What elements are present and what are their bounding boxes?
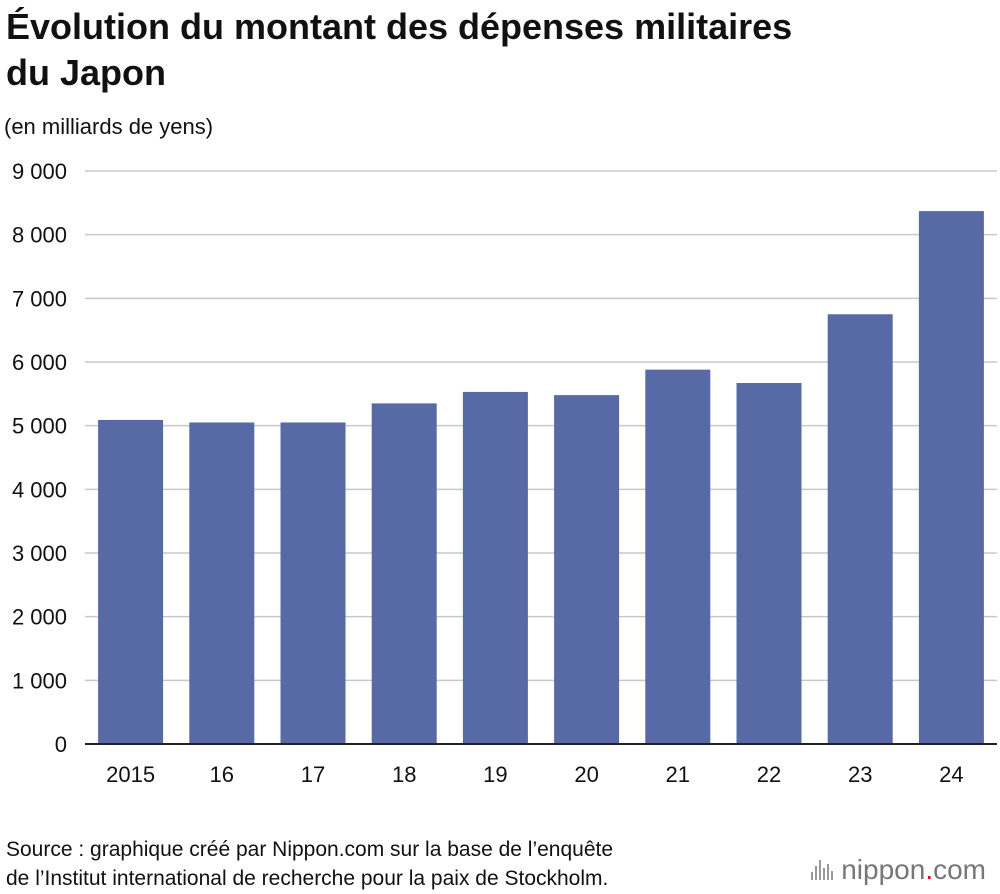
- x-tick-label: 2015: [106, 762, 155, 787]
- y-tick-label: 5 000: [12, 414, 67, 439]
- chart-title-line-1: Évolution du montant des dépenses milita…: [6, 6, 793, 47]
- bar: [645, 369, 711, 744]
- source-line-2: de l’Institut international de recherche…: [6, 867, 609, 890]
- source-line-1: Source : graphique créé par Nippon.com s…: [6, 838, 614, 861]
- x-tick-label: 18: [392, 762, 416, 787]
- sound-bars-icon: [811, 860, 834, 880]
- brand-name: nippon: [841, 854, 926, 885]
- bar: [371, 403, 437, 744]
- x-tick-label: 23: [848, 762, 872, 787]
- bar: [280, 422, 346, 744]
- brand-tld: com: [933, 854, 986, 885]
- x-tick-label: 21: [666, 762, 690, 787]
- x-tick-label: 19: [483, 762, 507, 787]
- y-tick-label: 9 000: [12, 159, 67, 184]
- y-tick-label: 0: [55, 732, 67, 757]
- y-tick-label: 2 000: [12, 605, 67, 630]
- bar: [189, 422, 255, 744]
- x-tick-label: 20: [574, 762, 598, 787]
- bar-chart: 0 1 000 2 000 3 000 4 000 5 000 6 000 7 000 8 00…: [12, 159, 997, 787]
- y-tick-label: 8 000: [12, 223, 67, 248]
- x-tick-label: 17: [301, 762, 325, 787]
- x-tick-label: 24: [939, 762, 963, 787]
- y-tick-label: 7 000: [12, 286, 67, 311]
- unit-label: (en milliards de yens): [4, 114, 214, 139]
- nippon-logo: nippon. com: [811, 854, 986, 886]
- brand-dot: .: [925, 854, 934, 885]
- bar: [918, 211, 984, 745]
- chart-title-line-2: du Japon: [6, 52, 166, 93]
- y-tick-label: 1 000: [12, 668, 67, 693]
- chart-title: Évolution du montant des dépenses milita…: [6, 4, 966, 96]
- bar: [98, 419, 164, 744]
- source-note: Source : graphique créé par Nippon.com s…: [6, 835, 613, 893]
- y-tick-label: 4 000: [12, 477, 67, 502]
- x-tick-label: 22: [757, 762, 781, 787]
- y-tick-label: 6 000: [12, 350, 67, 375]
- bar: [736, 383, 802, 744]
- x-tick-label: 16: [210, 762, 234, 787]
- bar: [827, 314, 893, 744]
- y-tick-label: 3 000: [12, 541, 67, 566]
- bar: [554, 395, 620, 744]
- bar: [462, 391, 528, 744]
